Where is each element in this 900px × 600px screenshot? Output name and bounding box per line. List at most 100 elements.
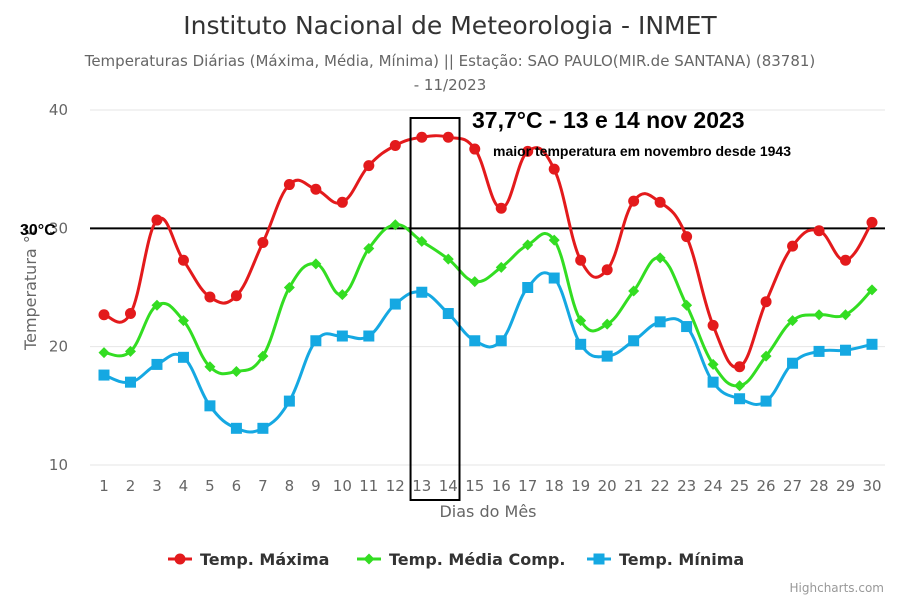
data-point-max[interactable] bbox=[734, 361, 746, 373]
data-point-max[interactable] bbox=[389, 140, 401, 151]
x-tick-label: 20 bbox=[598, 477, 617, 495]
data-point-max[interactable] bbox=[548, 163, 560, 175]
data-point-max[interactable] bbox=[813, 225, 825, 237]
data-point-max[interactable] bbox=[575, 254, 587, 266]
credits[interactable]: Highcharts.com bbox=[790, 581, 884, 595]
data-point-max[interactable] bbox=[416, 131, 428, 143]
data-point-avg[interactable] bbox=[204, 361, 216, 373]
data-point-max[interactable] bbox=[787, 240, 799, 252]
chart-title: Instituto Nacional de Meteorologia - INM… bbox=[183, 11, 717, 40]
data-point-avg[interactable] bbox=[840, 309, 852, 321]
data-point-min[interactable] bbox=[151, 358, 163, 370]
data-point-max[interactable] bbox=[628, 195, 640, 207]
data-point-min[interactable] bbox=[681, 321, 693, 333]
data-point-max[interactable] bbox=[469, 143, 481, 155]
data-point-max[interactable] bbox=[654, 196, 666, 208]
legend-label: Temp. Média Comp. bbox=[389, 550, 565, 569]
data-point-max[interactable] bbox=[601, 264, 613, 276]
data-point-min[interactable] bbox=[177, 351, 189, 363]
data-point-max[interactable] bbox=[283, 179, 295, 191]
data-point-max[interactable] bbox=[707, 319, 719, 331]
data-point-min[interactable] bbox=[522, 282, 534, 293]
legend-item-avg[interactable]: Temp. Média Comp. bbox=[357, 550, 565, 569]
data-point-avg[interactable] bbox=[522, 239, 534, 251]
data-point-min[interactable] bbox=[257, 422, 269, 434]
data-point-max[interactable] bbox=[177, 254, 189, 266]
data-point-max[interactable] bbox=[363, 160, 375, 172]
series-line-avg bbox=[103, 223, 874, 388]
data-point-min[interactable] bbox=[707, 376, 719, 388]
data-point-min[interactable] bbox=[601, 350, 613, 362]
data-point-max[interactable] bbox=[257, 237, 269, 249]
data-point-avg[interactable] bbox=[734, 380, 746, 392]
data-point-avg[interactable] bbox=[336, 289, 348, 301]
data-point-min[interactable] bbox=[283, 395, 295, 407]
data-point-avg[interactable] bbox=[601, 318, 613, 330]
data-point-min[interactable] bbox=[866, 338, 878, 350]
data-point-min[interactable] bbox=[442, 308, 454, 320]
data-point-min[interactable] bbox=[840, 344, 852, 356]
data-point-max[interactable] bbox=[522, 145, 534, 157]
data-point-min[interactable] bbox=[734, 393, 746, 405]
data-point-avg[interactable] bbox=[760, 350, 772, 362]
data-point-max[interactable] bbox=[230, 290, 242, 302]
data-point-max[interactable] bbox=[310, 183, 322, 195]
data-point-min[interactable] bbox=[310, 335, 322, 347]
data-point-avg[interactable] bbox=[177, 315, 189, 327]
data-point-min[interactable] bbox=[230, 422, 242, 434]
data-point-max[interactable] bbox=[840, 254, 852, 266]
data-point-avg[interactable] bbox=[495, 261, 507, 273]
data-point-max[interactable] bbox=[495, 202, 507, 214]
data-point-min[interactable] bbox=[495, 335, 507, 347]
data-point-avg[interactable] bbox=[707, 358, 719, 370]
data-point-avg[interactable] bbox=[416, 235, 428, 247]
data-point-avg[interactable] bbox=[98, 347, 110, 359]
data-point-max[interactable] bbox=[336, 196, 348, 208]
data-point-max[interactable] bbox=[760, 296, 772, 308]
data-point-min[interactable] bbox=[98, 369, 110, 381]
data-point-min[interactable] bbox=[575, 338, 587, 350]
data-point-avg[interactable] bbox=[548, 234, 560, 246]
data-point-min[interactable] bbox=[654, 316, 666, 328]
data-point-min[interactable] bbox=[628, 335, 640, 347]
data-point-max[interactable] bbox=[124, 308, 136, 320]
data-point-min[interactable] bbox=[469, 335, 481, 347]
data-point-avg[interactable] bbox=[654, 252, 666, 264]
data-point-min[interactable] bbox=[548, 272, 560, 284]
data-point-min[interactable] bbox=[363, 330, 375, 342]
data-point-avg[interactable] bbox=[469, 276, 481, 288]
legend-item-min[interactable]: Temp. Mínima bbox=[587, 550, 744, 569]
data-point-max[interactable] bbox=[151, 214, 163, 226]
data-point-avg[interactable] bbox=[866, 284, 878, 296]
data-point-avg[interactable] bbox=[628, 285, 640, 297]
data-point-min[interactable] bbox=[204, 400, 216, 412]
data-point-avg[interactable] bbox=[230, 366, 242, 378]
data-point-avg[interactable] bbox=[257, 350, 269, 362]
data-point-min[interactable] bbox=[813, 345, 825, 357]
legend-item-max[interactable]: Temp. Máxima bbox=[168, 550, 329, 569]
data-point-avg[interactable] bbox=[389, 219, 401, 231]
data-point-avg[interactable] bbox=[813, 309, 825, 321]
data-point-avg[interactable] bbox=[575, 315, 587, 327]
data-point-min[interactable] bbox=[416, 286, 428, 298]
data-point-avg[interactable] bbox=[363, 242, 375, 254]
data-point-max[interactable] bbox=[681, 231, 693, 243]
data-point-avg[interactable] bbox=[310, 258, 322, 270]
data-point-max[interactable] bbox=[98, 309, 110, 321]
data-point-avg[interactable] bbox=[681, 299, 693, 311]
data-point-min[interactable] bbox=[787, 357, 799, 369]
data-point-min[interactable] bbox=[760, 395, 772, 407]
y-tick-label: 20 bbox=[49, 338, 68, 356]
data-point-avg[interactable] bbox=[124, 345, 136, 357]
data-point-avg[interactable] bbox=[442, 253, 454, 265]
data-point-min[interactable] bbox=[389, 298, 401, 310]
x-tick-label: 17 bbox=[518, 477, 537, 495]
data-point-max[interactable] bbox=[442, 131, 454, 143]
data-point-min[interactable] bbox=[124, 376, 136, 388]
data-point-avg[interactable] bbox=[151, 299, 163, 311]
data-point-avg[interactable] bbox=[787, 315, 799, 327]
data-point-min[interactable] bbox=[336, 330, 348, 342]
data-point-max[interactable] bbox=[204, 291, 216, 303]
data-point-max[interactable] bbox=[866, 216, 878, 228]
data-point-avg[interactable] bbox=[283, 282, 295, 293]
